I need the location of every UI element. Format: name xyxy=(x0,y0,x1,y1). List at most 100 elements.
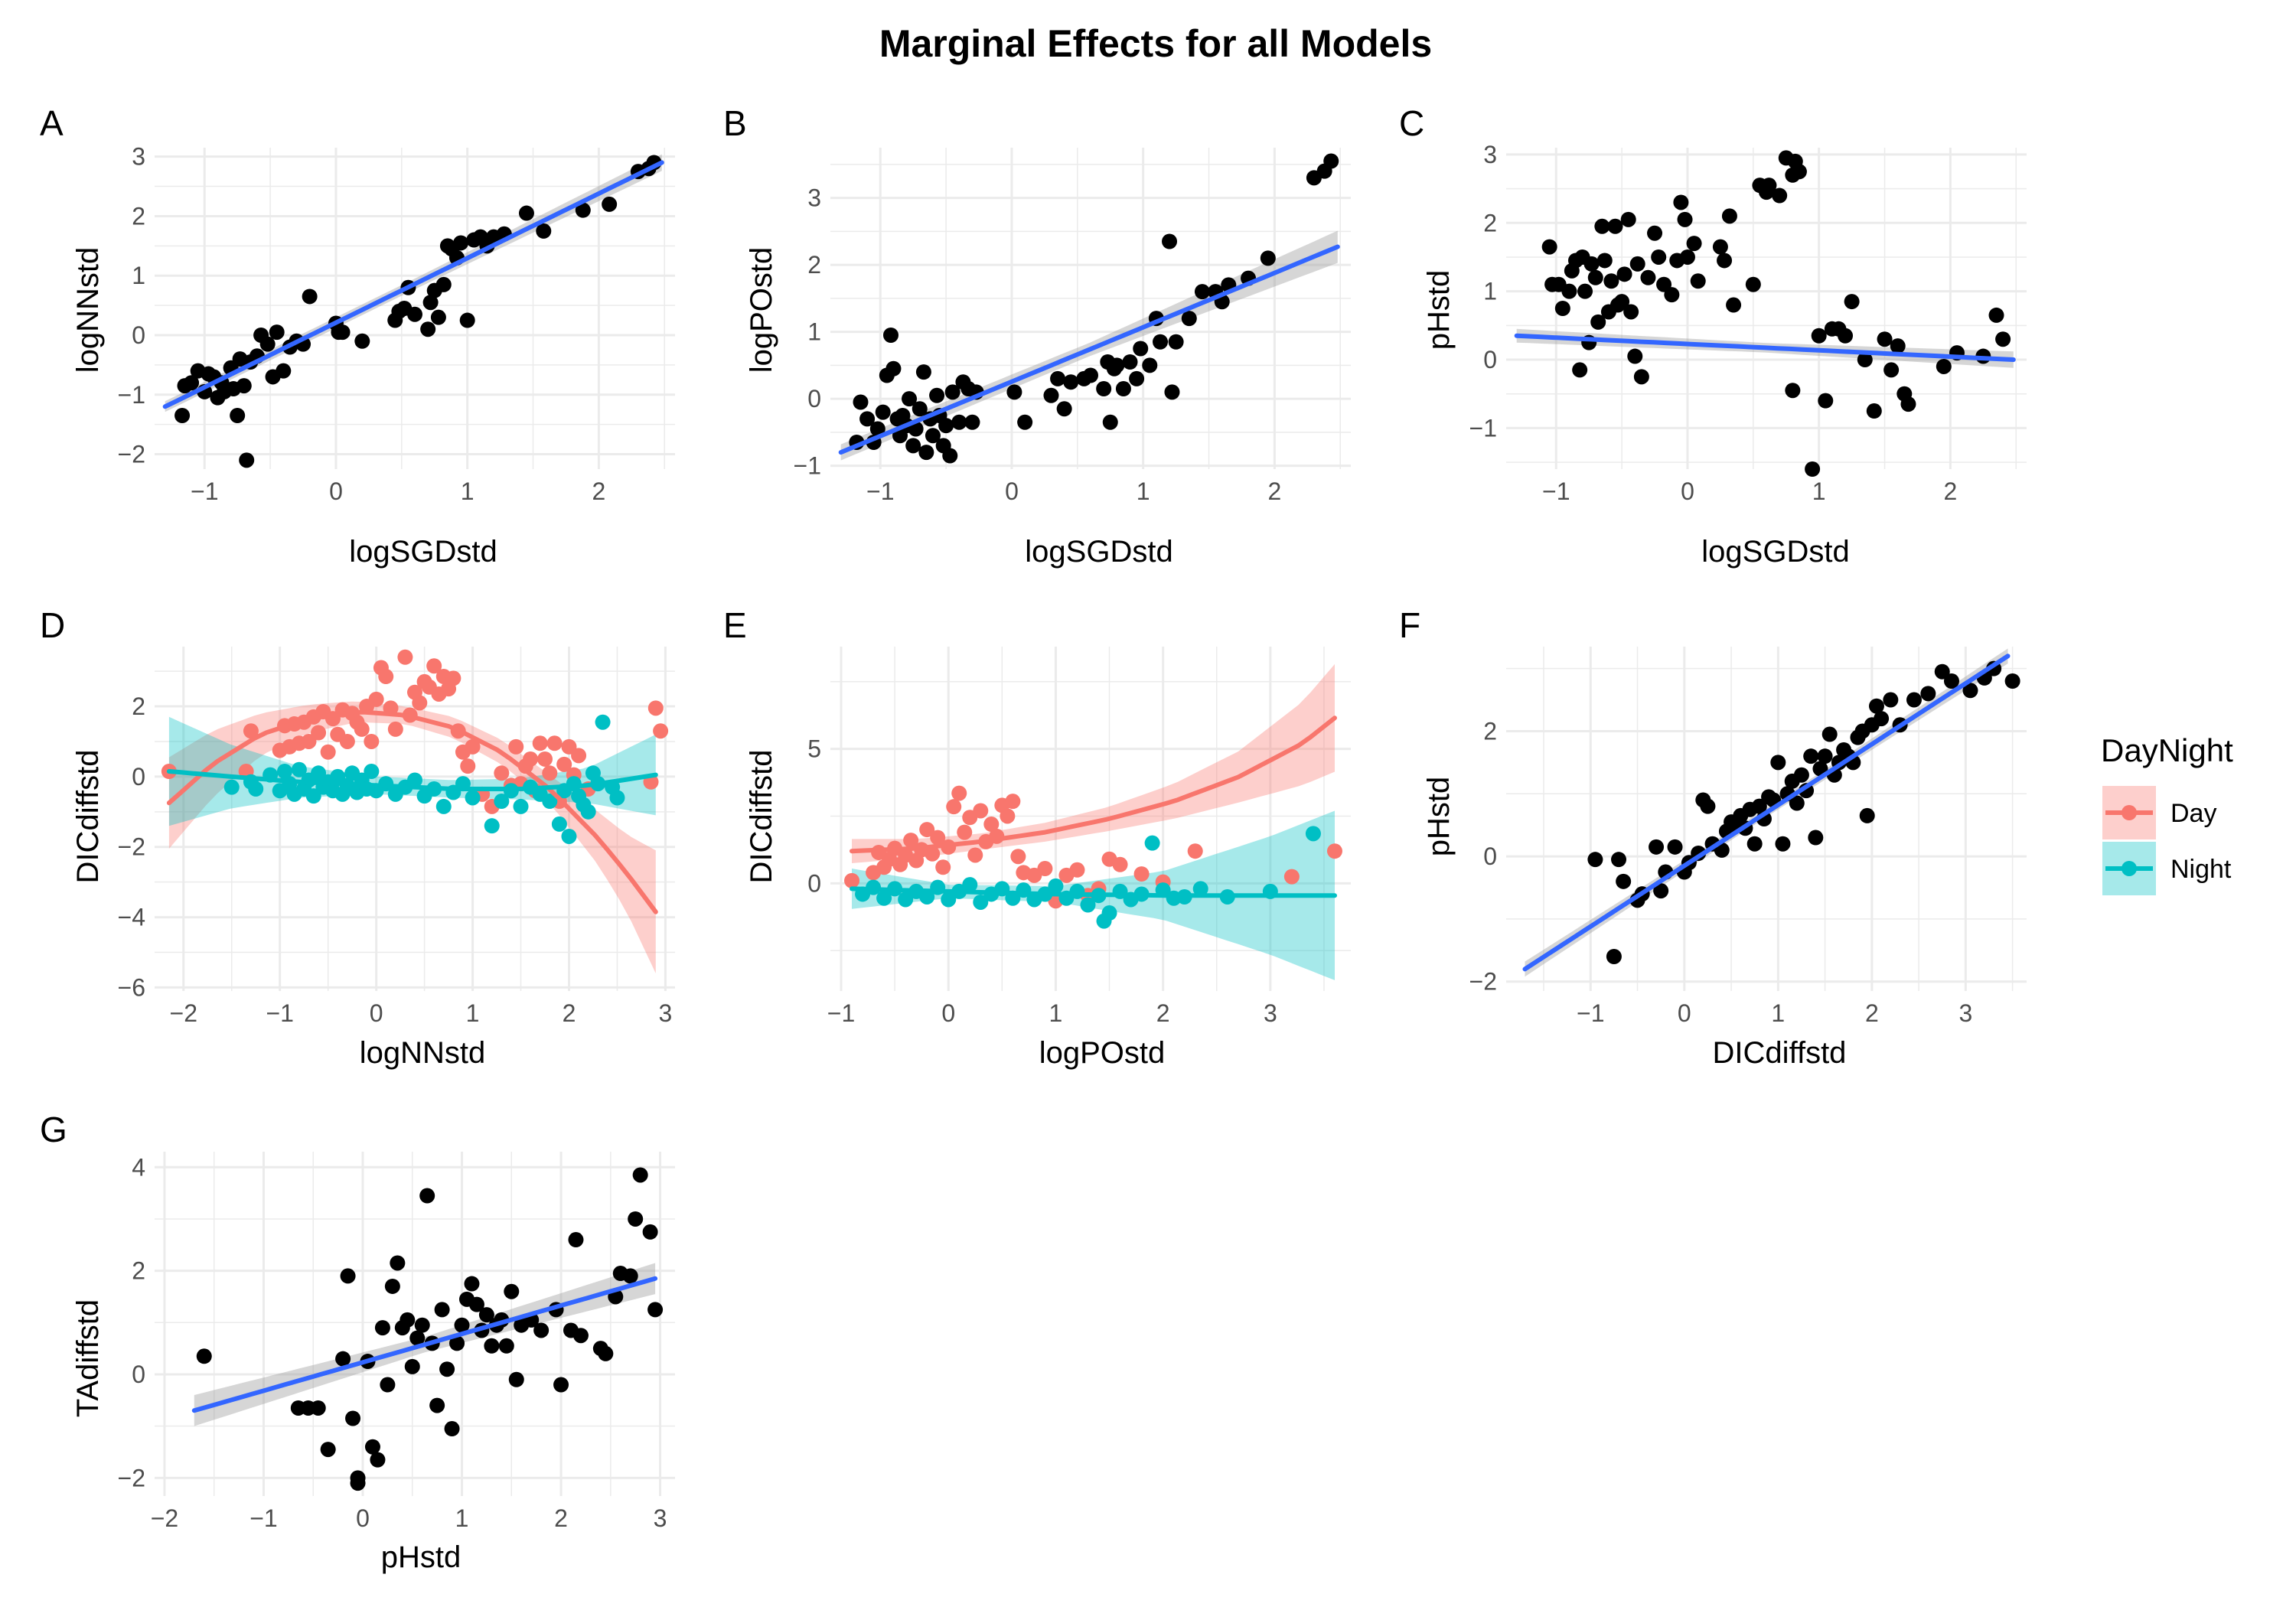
data-point xyxy=(390,1255,406,1271)
data-point xyxy=(1775,836,1791,852)
day-data-point xyxy=(542,765,558,781)
data-point xyxy=(622,1268,638,1284)
data-point xyxy=(1063,374,1079,390)
data-point xyxy=(1102,414,1118,430)
data-point xyxy=(533,1322,550,1338)
data-point xyxy=(320,1442,336,1458)
data-point xyxy=(1153,334,1169,350)
panel-A: A logSGDstd logNNstd −1 0 1 2 −2 −1 0 1 2 3 xyxy=(40,103,675,569)
data-point xyxy=(568,1232,584,1248)
data-point xyxy=(1721,208,1737,224)
data-point xyxy=(1181,311,1197,327)
data-point xyxy=(1859,807,1875,823)
y-axis-title: DICdiffstd xyxy=(71,750,105,884)
data-point xyxy=(1587,852,1603,868)
data-point xyxy=(1587,269,1603,285)
x-axis-title: pHstd xyxy=(381,1540,461,1574)
data-point xyxy=(454,1317,470,1333)
x-axis-title: logSGDstd xyxy=(1701,535,1849,569)
data-point xyxy=(553,1377,569,1393)
day-data-point xyxy=(1005,794,1021,810)
night-data-point xyxy=(1305,826,1321,842)
data-point xyxy=(1789,795,1805,811)
data-point xyxy=(1817,748,1833,764)
data-point xyxy=(1653,883,1669,899)
y-tick-label: 1 xyxy=(1483,278,1497,305)
data-point xyxy=(1162,233,1178,249)
y-tick-label: −1 xyxy=(794,452,821,480)
day-data-point xyxy=(653,723,669,739)
night-data-point xyxy=(876,890,892,906)
plot-area: −1 0 1 2 −1 0 1 2 3 xyxy=(794,148,1351,505)
data-point xyxy=(1583,256,1600,272)
data-point xyxy=(1679,249,1695,265)
x-tick-label: 3 xyxy=(1958,999,1972,1027)
data-point xyxy=(239,452,255,468)
data-point xyxy=(174,408,191,423)
data-point xyxy=(269,324,285,341)
x-tick-label: 1 xyxy=(1049,999,1063,1027)
data-point xyxy=(1866,403,1882,419)
data-point xyxy=(259,336,276,352)
night-data-point xyxy=(609,790,625,806)
data-point xyxy=(1142,357,1158,373)
data-point xyxy=(1664,287,1680,303)
night-data-point xyxy=(494,794,510,810)
data-point xyxy=(350,1475,366,1491)
night-data-point xyxy=(551,816,567,832)
data-point xyxy=(1821,726,1838,742)
x-tick-label: −2 xyxy=(151,1504,178,1532)
data-point xyxy=(422,295,439,311)
data-point xyxy=(1936,358,1952,374)
data-point xyxy=(1572,362,1588,378)
day-data-point xyxy=(546,735,563,751)
data-point xyxy=(628,1211,644,1227)
data-point xyxy=(464,1276,480,1292)
night-data-point xyxy=(898,892,914,908)
data-point xyxy=(310,1400,326,1416)
data-point xyxy=(184,375,200,391)
day-data-point xyxy=(844,872,860,888)
night-data-point xyxy=(962,877,978,893)
x-tick-label: 2 xyxy=(1268,478,1282,505)
data-point xyxy=(1651,249,1667,265)
data-point xyxy=(276,363,292,379)
panel-F: F DICdiffstd pHstd −1 0 1 2 3 −2 0 2 xyxy=(1399,605,2027,1070)
data-point xyxy=(853,394,869,410)
data-point xyxy=(453,235,469,251)
plot-area: −1 0 1 2 3 0 5 xyxy=(807,647,1351,1027)
y-tick-label: 3 xyxy=(1483,141,1497,168)
x-axis-title: logPOstd xyxy=(1039,1036,1166,1070)
data-point xyxy=(468,1296,484,1312)
data-point xyxy=(1988,307,2004,323)
day-data-point xyxy=(508,738,524,755)
night-data-point xyxy=(484,818,500,834)
data-point xyxy=(444,1421,460,1437)
x-axis-title: DICdiffstd xyxy=(1713,1036,1847,1070)
data-point xyxy=(334,324,351,341)
data-point xyxy=(498,1338,514,1354)
panel-tag: A xyxy=(40,103,64,143)
data-point xyxy=(1857,352,1873,368)
day-data-point xyxy=(311,725,327,741)
night-data-point xyxy=(941,892,957,908)
data-point xyxy=(572,1328,589,1344)
day-data-point xyxy=(903,833,919,849)
day-data-point xyxy=(465,738,481,755)
panel-tag: F xyxy=(1399,605,1420,645)
data-point xyxy=(430,309,446,325)
plot-area: −1 0 1 2 3 −2 0 2 xyxy=(1469,647,2027,1027)
legend-title: DayNight xyxy=(2101,732,2233,768)
night-data-point xyxy=(1192,881,1208,897)
data-point xyxy=(1629,256,1645,272)
data-point xyxy=(478,1307,494,1323)
data-point xyxy=(942,448,958,464)
x-tick-label: 0 xyxy=(1005,478,1019,505)
night-data-point xyxy=(277,764,292,780)
data-point xyxy=(1712,239,1728,255)
x-tick-label: −1 xyxy=(191,478,218,505)
data-point xyxy=(484,1338,500,1354)
data-point xyxy=(1883,692,1899,708)
data-point xyxy=(875,404,891,420)
